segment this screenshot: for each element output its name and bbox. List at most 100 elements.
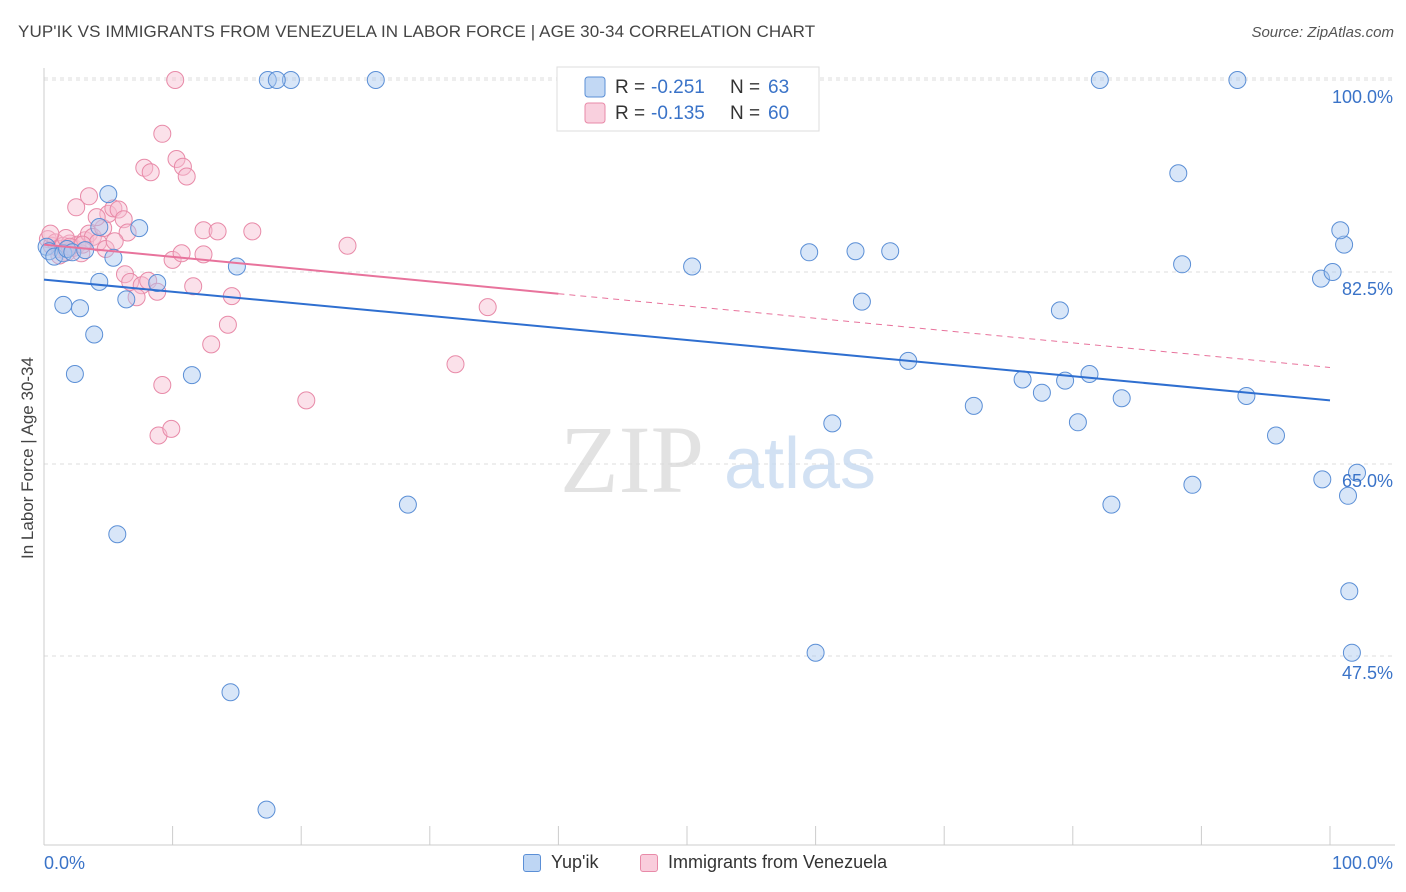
trend-line-venezuela [43,243,559,295]
yupik-point [1068,413,1087,432]
watermark-atlas: atlas [724,424,876,504]
yupik-point [1331,221,1350,240]
yupik-point [90,272,109,291]
yupik-point [58,240,77,258]
yupik-point [90,218,109,236]
venezuela-point [166,71,185,89]
venezuela-point [446,355,465,374]
venezuela-point [478,298,497,317]
venezuela-point [177,167,196,186]
legend-item-yupik: Yup'ik [523,852,598,873]
legend-swatch-venezuela-bottom [640,853,658,872]
yupik-point [104,248,123,267]
venezuela-point [67,198,86,217]
yupik-point [54,295,73,314]
venezuela-point [141,163,160,182]
yupik-point [683,257,702,276]
legend-n-label-2: N = [730,103,765,124]
yupik-point [267,71,286,89]
yupik-point [1312,269,1330,288]
venezuela-point [162,419,181,438]
venezuela-point [173,157,192,176]
venezuela-point [153,376,172,394]
yupik-point [1173,255,1192,274]
legend-swatch-yupik [584,76,606,98]
legend-r-value-1: -0.251 [651,77,705,98]
yupik-point [1090,71,1109,89]
yupik-point [281,71,300,89]
yupik-point [85,325,104,344]
tick-labels: 47.5% 65.0% 82.5% 100.0% 0.0% 100.0% [44,87,1393,873]
yupik-point [964,396,983,415]
venezuela-point [338,236,357,255]
yupik-point [108,525,127,544]
yupik-point [40,242,59,261]
yupik-point [852,292,871,311]
yupik-point [1032,383,1051,402]
legend-box: R = -0.251 N = 63 R = -0.135 N = 60 [556,66,820,132]
trend-line-yupik [43,278,1331,402]
venezuela-point [218,315,237,334]
yupik-point [227,257,246,276]
legend-swatch-venezuela [584,102,606,124]
yupik-point [65,365,84,383]
yupik-point [1228,71,1247,89]
yupik-point [1339,486,1357,505]
x-tick-label: 100.0% [1332,853,1393,873]
y-tick-label: 65.0% [1342,471,1393,491]
yupik-point [1335,235,1354,254]
yupik-point [1237,387,1256,405]
yupik-point [99,185,118,204]
venezuela-point [105,232,124,251]
yupik-point [398,495,417,514]
watermark-zip: ZIP [560,406,704,513]
legend-item-venezuela: Immigrants from Venezuela [640,852,887,873]
yupik-point [1112,389,1131,408]
venezuela-point [80,187,98,206]
yupik-point [221,683,240,702]
venezuela-point [167,150,186,168]
legend-label-yupik: Yup'ik [551,852,599,872]
yupik-point [366,71,385,89]
venezuela-point [243,222,262,241]
source-label: Source: ZipAtlas.com [1251,24,1394,41]
trend-lines [43,243,1331,402]
venezuela-point [184,277,203,296]
yupik-point [1102,495,1121,514]
venezuela-point [118,223,137,242]
venezuela-point [109,200,128,219]
yupik-point [1183,475,1202,494]
yupik-point [1348,463,1366,482]
yupik-point [806,643,825,662]
venezuela-point [208,222,227,241]
yupik-point [130,219,149,238]
y-tick-label: 47.5% [1342,663,1393,683]
legend-n-label-1: N = [730,77,765,98]
venezuela-point [153,124,172,143]
yupik-point [1080,365,1099,383]
legend-r-label-1: R = [615,77,650,98]
y-tick-label: 82.5% [1342,279,1393,299]
venezuela-point [202,335,221,354]
yupik-point [1050,301,1069,320]
grid-lines [44,77,1395,657]
bottom-legend: Yup'ik Immigrants from Venezuela [0,852,1406,878]
venezuela-point [194,221,213,240]
yupik-point [1013,370,1032,389]
legend-n-value-1: 63 [768,77,789,98]
yupik-point [182,366,201,385]
yupik-point [1313,470,1332,489]
yupik-point [846,242,865,261]
yupik-point [1340,582,1359,601]
watermark: ZIP atlas [560,406,876,513]
trend-line-venezuela-dashed [558,293,1331,368]
x-tick-label: 0.0% [44,853,85,873]
series-yupik-points [37,71,1366,819]
axes [43,68,1395,846]
venezuela-point [121,272,140,291]
yupik-point [148,274,167,292]
y-tick-label: 100.0% [1332,87,1393,107]
yupik-point [71,299,89,318]
chart-title: YUP'IK VS IMMIGRANTS FROM VENEZUELA IN L… [18,22,816,41]
yupik-point [881,242,900,261]
